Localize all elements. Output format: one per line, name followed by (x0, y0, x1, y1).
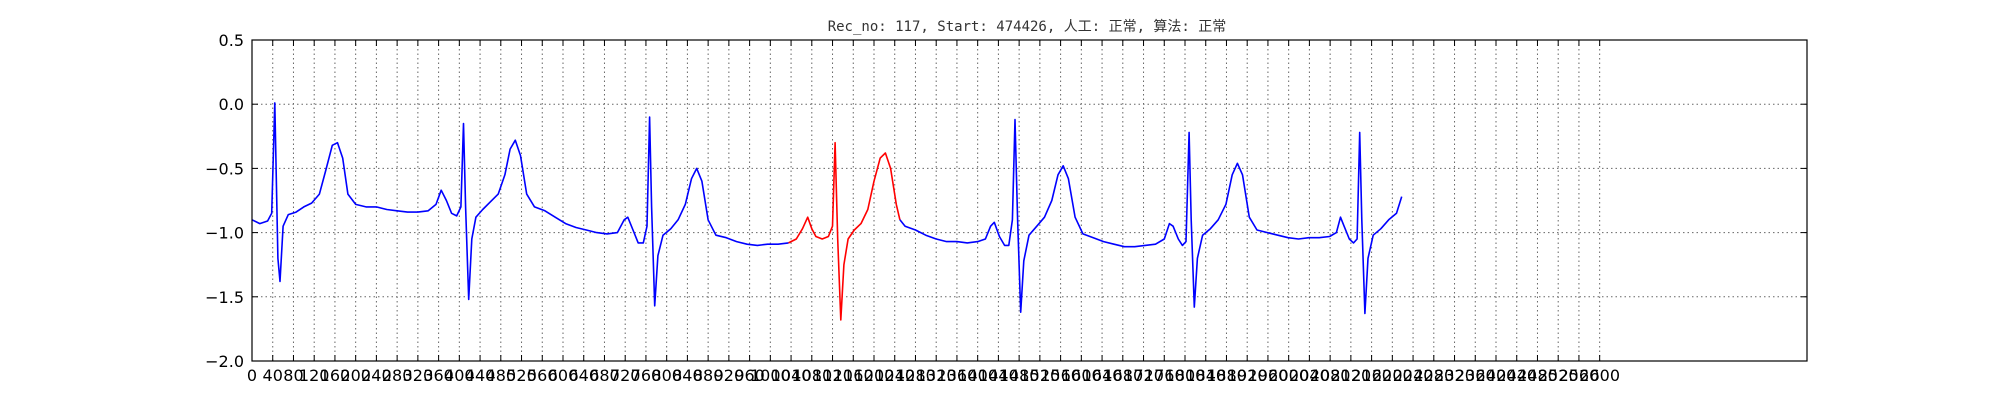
x-tick-label: 2480 (1517, 366, 1558, 385)
ecg-trace-segment-2 (788, 141, 901, 321)
x-tick-label: 1480 (999, 366, 1040, 385)
x-tick-label: 2000 (1268, 366, 1309, 385)
x-tick-label: 2520 (1538, 366, 1579, 385)
x-tick-label: 1560 (1040, 366, 1081, 385)
x-tick-label: 1360 (937, 366, 978, 385)
chart-title: Rec_no: 117, Start: 474426, 人工: 正常, 算法: … (828, 19, 1227, 35)
x-tick-label: 1040 (771, 366, 812, 385)
x-tick-label: 560 (527, 366, 558, 385)
x-tick-label: 1720 (1123, 366, 1164, 385)
x-tick-label: 1120 (812, 366, 853, 385)
x-tick-label: 2280 (1413, 366, 1454, 385)
x-tick-label: 1880 (1206, 366, 1247, 385)
y-tick-label: −0.5 (205, 159, 244, 178)
x-tick-label: 1760 (1144, 366, 1185, 385)
x-tick-label: 1920 (1227, 366, 1268, 385)
x-tick-label: 1960 (1248, 366, 1289, 385)
x-tick-label: 280 (382, 366, 413, 385)
x-tick-label: 440 (465, 366, 496, 385)
x-tick-label: 1840 (1185, 366, 1226, 385)
y-tick-label: 0.5 (219, 31, 244, 50)
x-tick-label: 960 (734, 366, 765, 385)
x-tick-label: 2200 (1372, 366, 1413, 385)
x-tick-label: 1400 (957, 366, 998, 385)
x-tick-label: 2160 (1351, 366, 1392, 385)
plot-frame (251, 39, 1808, 362)
y-tick-label: −2.0 (205, 352, 244, 371)
x-tick-label: 1000 (750, 366, 791, 385)
x-tick-label: 120 (299, 366, 330, 385)
x-tick-label: 720 (610, 366, 641, 385)
x-tick-label: 1680 (1102, 366, 1143, 385)
x-tick-label: 1080 (791, 366, 832, 385)
x-tick-label: 400 (444, 366, 475, 385)
x-tick-label: 2600 (1579, 366, 1620, 385)
x-tick-label: 1200 (854, 366, 895, 385)
x-tick-label: 160 (320, 366, 351, 385)
x-tick-label: 40 (263, 366, 283, 385)
y-tick-label: −1.0 (205, 224, 244, 243)
x-tick-label: 2560 (1559, 366, 1600, 385)
x-tick-label: 80 (283, 366, 303, 385)
x-tick-label: 1640 (1082, 366, 1123, 385)
x-tick-label: 360 (423, 366, 454, 385)
x-tick-label: 2240 (1393, 366, 1434, 385)
x-tick-label: 2360 (1455, 366, 1496, 385)
x-tick-label: 320 (403, 366, 434, 385)
axis-ticks: 0.50.0−0.5−1.0−1.5−2.00 40 801201602002402… (205, 31, 1807, 385)
x-tick-label: 200 (340, 366, 371, 385)
x-tick-label: 2440 (1496, 366, 1537, 385)
x-tick-label: 2040 (1289, 366, 1330, 385)
x-tick-label: 2320 (1434, 366, 1475, 385)
x-tick-label: 520 (506, 366, 537, 385)
x-tick-label: 1520 (1020, 366, 1061, 385)
x-tick-label: 680 (589, 366, 620, 385)
x-tick-label: 240 (361, 366, 392, 385)
x-tick-label: 800 (651, 366, 682, 385)
y-tick-label: −1.5 (205, 288, 244, 307)
x-tick-label: 600 (548, 366, 579, 385)
x-tick-label: 480 (486, 366, 517, 385)
x-tick-label: 640 (568, 366, 599, 385)
x-tick-label: 0 (247, 366, 257, 385)
x-tick-label: 2400 (1476, 366, 1517, 385)
x-tick-label: 2120 (1331, 366, 1372, 385)
x-tick-label: 1160 (833, 366, 874, 385)
x-tick-label: 920 (714, 366, 745, 385)
ecg-trace-segment-1 (251, 102, 789, 307)
x-tick-label: 1800 (1165, 366, 1206, 385)
x-tick-label: 2080 (1310, 366, 1351, 385)
y-tick-label: 0.0 (219, 95, 244, 114)
x-tick-label: 880 (693, 366, 724, 385)
x-tick-label: 760 (631, 366, 662, 385)
x-tick-label: 840 (672, 366, 703, 385)
x-tick-label: 1600 (1061, 366, 1102, 385)
x-tick-label: 1320 (916, 366, 957, 385)
x-tick-label: 1280 (895, 366, 936, 385)
x-tick-label: 1440 (978, 366, 1019, 385)
x-tick-label: 1240 (874, 366, 915, 385)
ecg-series (251, 102, 1403, 321)
ecg-trace-segment-3 (899, 118, 1403, 315)
grid-lines (251, 39, 1807, 362)
